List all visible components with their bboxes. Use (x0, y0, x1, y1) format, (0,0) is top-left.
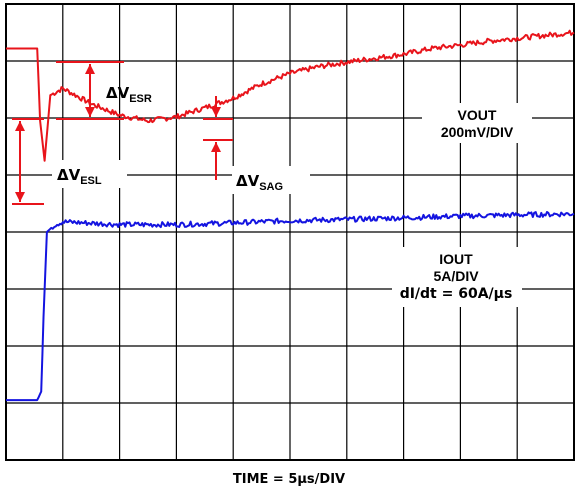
iout-name: IOUT (439, 251, 473, 267)
esl-label-bg (52, 160, 127, 188)
vout-trace (6, 29, 575, 162)
iout-label-bg (392, 247, 522, 307)
sag-bracket (203, 96, 233, 180)
esl-bracket (12, 118, 44, 205)
esl-label: ΔVESL (57, 166, 102, 187)
traces (6, 29, 575, 402)
time-base-label: TIME = 5μs/DIV (233, 472, 345, 487)
vout-label-bg (422, 103, 532, 143)
sag-label: ΔVSAG (236, 172, 283, 193)
esr-bracket (56, 61, 124, 120)
iout-scale: 5A/DIV (433, 268, 479, 284)
sag-label-bg (232, 166, 310, 194)
vout-name: VOUT (458, 107, 497, 123)
iout-slew-rate: dI/dt = 60A/μs (400, 286, 513, 302)
vout-scale: 200mV/DIV (441, 124, 514, 140)
iout-trace (6, 211, 575, 402)
esr-label: ΔVESR (106, 84, 152, 105)
